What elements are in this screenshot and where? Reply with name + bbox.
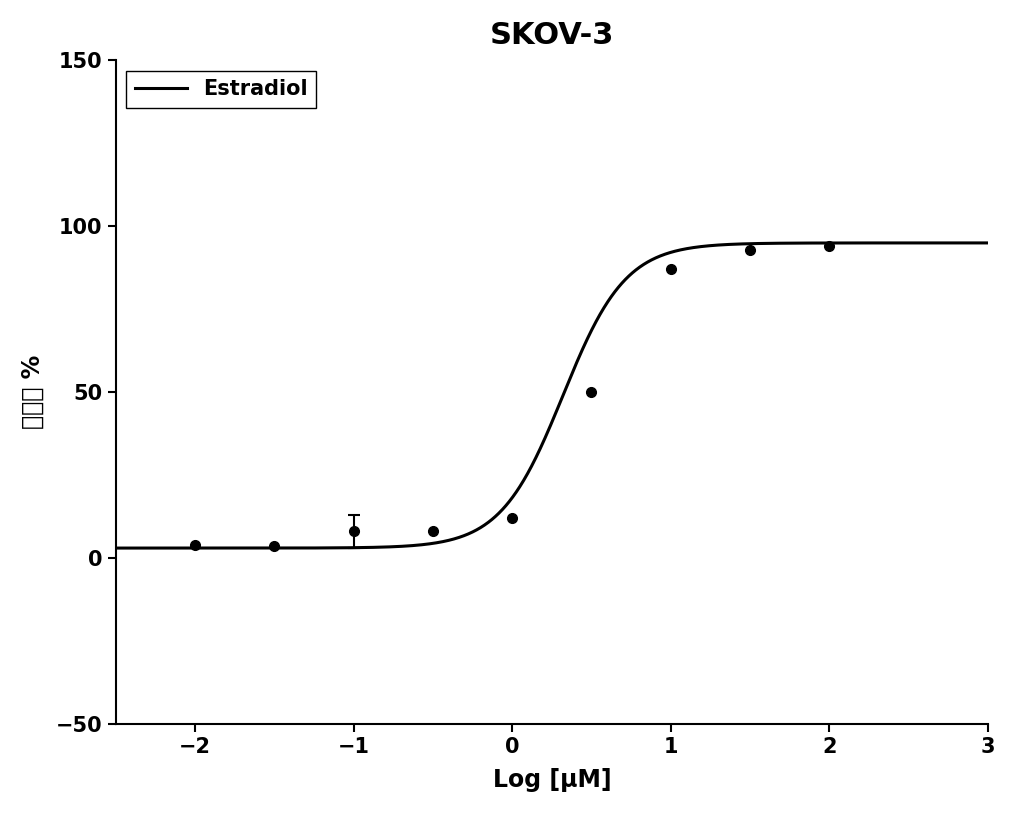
Estradiol: [533, 445, 546, 454]
Estradiol: [981, 238, 994, 248]
Line: Estradiol: Estradiol: [116, 243, 988, 548]
Estradiol: [956, 238, 968, 248]
Legend: Estradiol: Estradiol: [126, 71, 316, 107]
Estradiol: [511, 486, 523, 496]
Estradiol: [797, 238, 809, 248]
Estradiol: [110, 543, 122, 553]
X-axis label: Log [μM]: Log [μM]: [493, 768, 612, 792]
Y-axis label: 抑制率 %: 抑制率 %: [21, 355, 45, 429]
Estradiol: [154, 543, 167, 553]
Title: SKOV-3: SKOV-3: [490, 21, 614, 50]
Estradiol: [956, 238, 968, 248]
